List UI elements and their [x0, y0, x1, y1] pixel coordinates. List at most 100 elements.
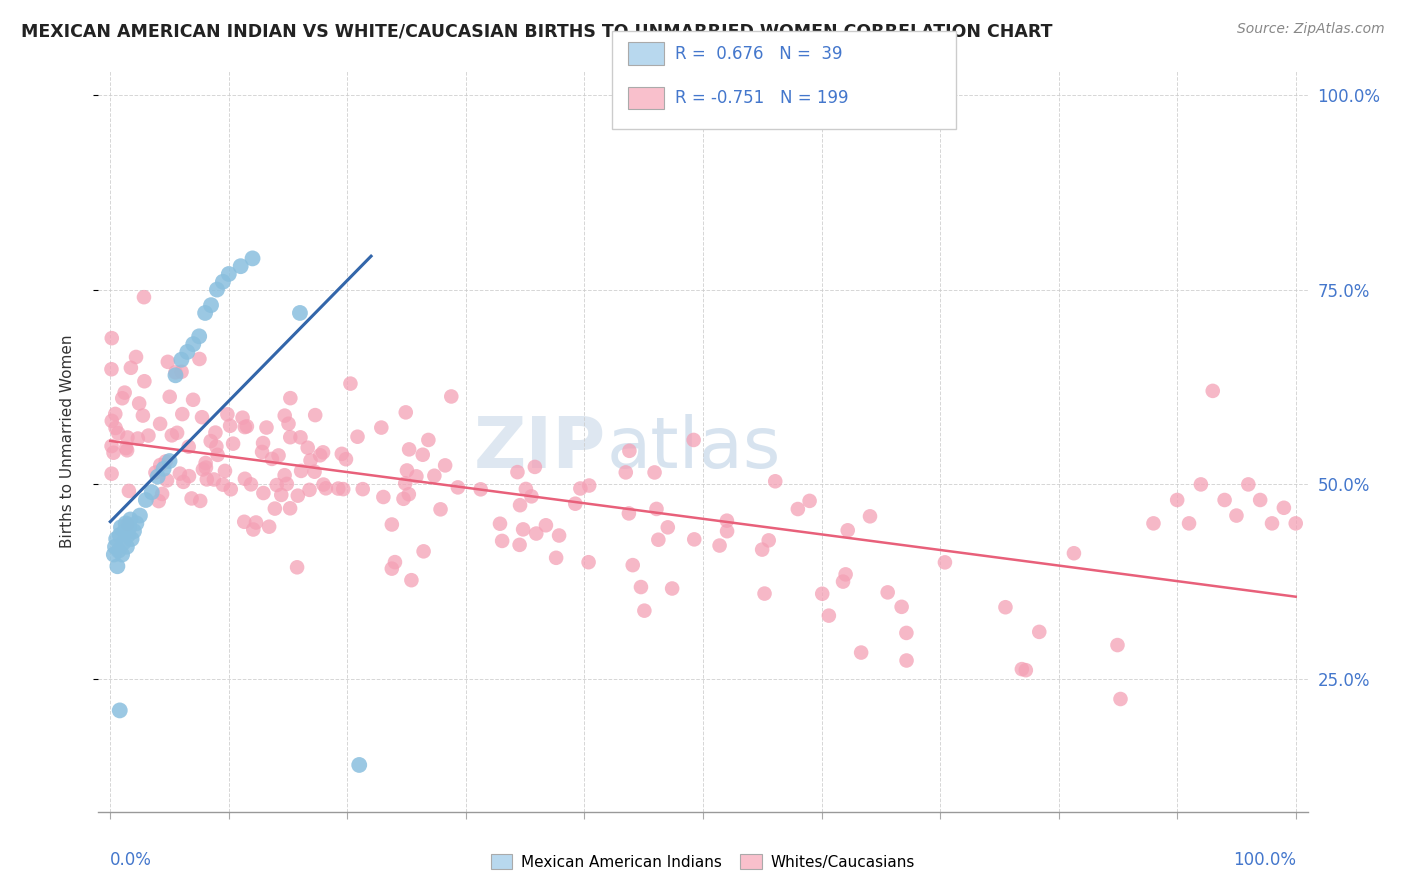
Point: [117, 430, 139, 444]
Point: [159, 390, 181, 404]
Point: [149, 417, 172, 431]
Point: [180, 491, 202, 506]
Point: [117, 517, 139, 532]
Point: [657, 520, 679, 534]
Point: [491, 533, 513, 548]
Point: [876, 585, 898, 599]
Point: [256, 420, 278, 434]
Point: [191, 462, 214, 476]
Point: [1028, 624, 1050, 639]
Point: [754, 586, 776, 600]
Point: [470, 483, 492, 497]
Point: [170, 352, 193, 367]
Point: [520, 489, 543, 503]
Legend: Mexican American Indians, Whites/Caucasians: Mexican American Indians, Whites/Caucasi…: [484, 846, 922, 877]
Point: [232, 410, 254, 425]
Point: [132, 290, 155, 304]
Point: [290, 430, 312, 444]
Point: [818, 608, 841, 623]
Point: [270, 488, 292, 502]
Point: [347, 758, 370, 772]
Point: [811, 587, 834, 601]
Point: [763, 475, 786, 489]
Point: [125, 516, 148, 531]
Point: [172, 407, 194, 421]
Point: [834, 567, 856, 582]
Text: 100.0%: 100.0%: [1233, 851, 1296, 869]
Point: [1213, 493, 1236, 508]
Point: [412, 448, 434, 462]
Point: [429, 502, 451, 516]
Point: [212, 477, 235, 491]
Point: [194, 460, 217, 475]
Point: [309, 448, 332, 462]
Point: [212, 275, 235, 289]
Point: [1063, 546, 1085, 560]
Y-axis label: Births to Unmarried Women: Births to Unmarried Women: [60, 334, 75, 549]
Point: [194, 306, 217, 320]
Point: [104, 540, 127, 554]
Point: [176, 345, 198, 359]
Point: [564, 497, 586, 511]
Point: [233, 420, 256, 434]
Point: [548, 528, 571, 542]
Point: [108, 703, 131, 717]
Point: [709, 539, 731, 553]
Point: [148, 494, 170, 508]
Point: [1109, 692, 1132, 706]
Point: [299, 453, 322, 467]
Point: [233, 515, 256, 529]
Point: [758, 533, 780, 548]
Point: [100, 362, 122, 376]
Point: [405, 469, 427, 483]
Point: [546, 550, 568, 565]
Point: [110, 520, 132, 534]
Point: [994, 600, 1017, 615]
Point: [274, 409, 297, 423]
Point: [1261, 516, 1284, 531]
Point: [401, 573, 423, 587]
Point: [120, 512, 142, 526]
Text: MEXICAN AMERICAN INDIAN VS WHITE/CAUCASIAN BIRTHS TO UNMARRIED WOMEN CORRELATION: MEXICAN AMERICAN INDIAN VS WHITE/CAUCASI…: [21, 22, 1053, 40]
Point: [107, 426, 129, 441]
Point: [169, 467, 191, 481]
Point: [423, 468, 446, 483]
Text: Source: ZipAtlas.com: Source: ZipAtlas.com: [1237, 22, 1385, 37]
Point: [434, 458, 457, 473]
Point: [524, 526, 547, 541]
Point: [149, 458, 172, 472]
Point: [1142, 516, 1164, 531]
Point: [165, 365, 187, 379]
Point: [332, 482, 354, 496]
Point: [240, 477, 263, 491]
Point: [786, 502, 808, 516]
Point: [263, 501, 285, 516]
Point: [273, 468, 295, 483]
Point: [159, 454, 181, 468]
Point: [859, 509, 882, 524]
Point: [412, 544, 434, 558]
Point: [266, 478, 288, 492]
Point: [489, 516, 512, 531]
Point: [509, 538, 531, 552]
Text: ZIP: ZIP: [474, 415, 606, 483]
Point: [181, 392, 204, 407]
Point: [138, 428, 160, 442]
Point: [1225, 508, 1247, 523]
Point: [384, 555, 406, 569]
Point: [297, 441, 319, 455]
Point: [1178, 516, 1201, 531]
Point: [447, 480, 470, 494]
Point: [312, 445, 335, 459]
Point: [200, 434, 222, 449]
Point: [619, 443, 641, 458]
Point: [716, 514, 738, 528]
Point: [751, 542, 773, 557]
Point: [128, 396, 150, 410]
Point: [219, 483, 242, 497]
Text: atlas: atlas: [606, 415, 780, 483]
Point: [114, 524, 136, 538]
Point: [1272, 500, 1295, 515]
Point: [160, 428, 183, 442]
Point: [896, 626, 918, 640]
